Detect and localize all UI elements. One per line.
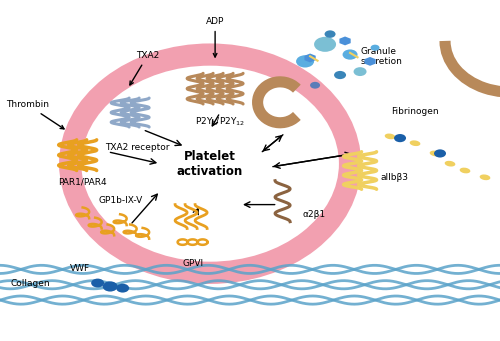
Text: VWF: VWF [70,264,90,273]
Circle shape [370,45,380,51]
Text: Fibrinogen: Fibrinogen [391,107,439,116]
Circle shape [314,37,336,52]
Ellipse shape [460,168,470,173]
Ellipse shape [430,151,440,156]
Text: allbβ3: allbβ3 [380,173,408,182]
Circle shape [296,55,314,68]
Circle shape [91,279,104,287]
Text: TXA2 receptor: TXA2 receptor [106,143,170,152]
Circle shape [334,71,346,79]
Ellipse shape [410,140,420,146]
Text: P2Y$_1$/P2Y$_{12}$: P2Y$_1$/P2Y$_{12}$ [195,116,245,129]
Circle shape [394,134,406,142]
Circle shape [324,30,336,38]
Text: Thrombin: Thrombin [6,100,64,129]
Ellipse shape [384,134,396,139]
Ellipse shape [444,161,456,166]
Circle shape [434,149,446,158]
Text: Granule
secretion: Granule secretion [360,47,402,66]
Text: TXA2: TXA2 [130,51,160,85]
Ellipse shape [480,175,490,180]
Circle shape [102,281,118,292]
Circle shape [354,67,366,76]
Text: GPVI: GPVI [182,259,203,268]
Text: GP1b-IX-V: GP1b-IX-V [98,196,142,205]
Text: Platelet
activation: Platelet activation [177,150,243,178]
Text: PAR1/PAR4: PAR1/PAR4 [58,177,107,186]
Circle shape [310,82,320,89]
Circle shape [342,49,357,60]
Text: Collagen: Collagen [10,279,50,287]
Text: ADP: ADP [206,17,225,57]
Circle shape [116,284,129,293]
Text: α2β1: α2β1 [302,210,326,219]
